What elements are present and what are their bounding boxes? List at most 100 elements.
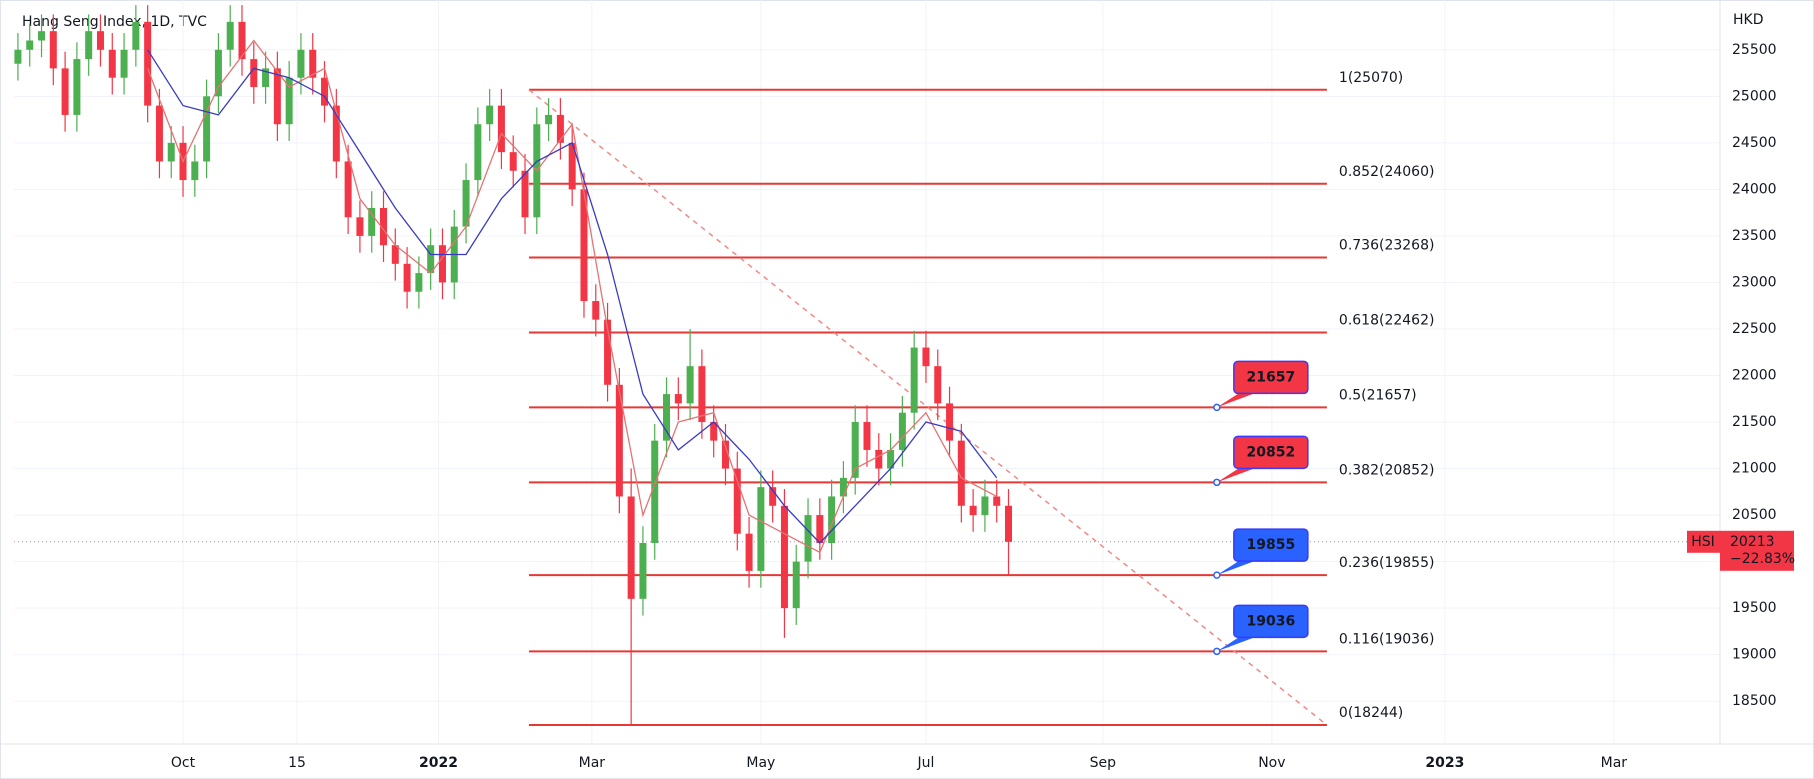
- y-tick-label: 24500: [1732, 135, 1777, 151]
- symbol-label: HSI: [1691, 534, 1715, 550]
- candle-body: [497, 105, 505, 153]
- last-price: 20213: [1730, 534, 1775, 550]
- y-tick-label: 21500: [1732, 414, 1777, 430]
- candle-body: [273, 68, 281, 125]
- fib-label: 0.236(19855): [1339, 555, 1435, 571]
- candle-body: [356, 217, 364, 236]
- currency-label: HKD: [1733, 12, 1764, 28]
- callout-label: 19036: [1246, 613, 1295, 629]
- candle-body: [580, 189, 588, 302]
- x-tick-label: Nov: [1258, 755, 1285, 771]
- y-tick-label: 23000: [1732, 274, 1777, 290]
- callout-anchor: [1213, 647, 1221, 656]
- x-tick-label: Oct: [171, 755, 196, 771]
- candle-body: [144, 21, 152, 106]
- candle-body: [875, 449, 883, 469]
- fib-label: 1(25070): [1339, 70, 1403, 86]
- y-tick-label: 20500: [1732, 507, 1777, 523]
- candle-body: [556, 114, 564, 143]
- callout-pointer: [1216, 559, 1260, 576]
- candle-body: [792, 561, 800, 609]
- chart-title: Hang Seng Index, 1D, TVC: [22, 14, 207, 30]
- candle-body: [769, 487, 777, 506]
- candle-body: [285, 77, 293, 125]
- candle-body: [745, 533, 753, 571]
- candle-body: [828, 496, 836, 543]
- candle-body: [214, 49, 222, 97]
- candle-body: [674, 394, 682, 404]
- candle-body: [757, 487, 765, 571]
- candle-body: [486, 105, 494, 125]
- candle-body: [155, 105, 163, 162]
- candle-body: [403, 263, 411, 292]
- candle-body: [238, 21, 246, 60]
- candle-body: [344, 161, 352, 218]
- candle-body: [721, 440, 729, 469]
- y-tick-label: 21000: [1732, 461, 1777, 477]
- candle-body: [946, 403, 954, 441]
- candle-body: [380, 207, 388, 246]
- candle-body: [38, 31, 46, 41]
- y-tick-label: 22500: [1732, 321, 1777, 337]
- candle-body: [108, 49, 116, 78]
- x-tick-label: Mar: [579, 755, 606, 771]
- candle-body: [663, 394, 671, 441]
- callout-box: [1233, 360, 1309, 395]
- fib-label: 0.5(21657): [1339, 387, 1417, 403]
- ma-line: [147, 49, 998, 544]
- callout-anchor: [1213, 478, 1221, 487]
- candle-body: [85, 31, 93, 60]
- callout-pointer: [1216, 391, 1260, 408]
- callout-label: 21657: [1246, 369, 1295, 385]
- candle-body: [191, 161, 199, 181]
- candle-body: [474, 124, 482, 181]
- candle-body: [262, 68, 270, 88]
- candle-body: [615, 384, 623, 497]
- candle-body: [368, 207, 376, 236]
- y-tick-label: 18500: [1732, 693, 1777, 709]
- callout-label: 19855: [1246, 537, 1295, 553]
- candle-body: [698, 366, 706, 423]
- callout-pointer: [1216, 466, 1260, 483]
- callout-box: [1233, 528, 1309, 562]
- candle-body: [957, 440, 965, 506]
- candle-body: [509, 152, 517, 171]
- candle-body: [309, 49, 317, 78]
- candle-body: [981, 496, 989, 516]
- candle-body: [568, 142, 576, 190]
- candle-body: [49, 31, 57, 69]
- y-tick-label: 19500: [1732, 600, 1777, 616]
- candle-body: [863, 422, 871, 450]
- candle-body: [922, 347, 930, 367]
- candle-body: [733, 468, 741, 534]
- candle-body: [592, 301, 600, 320]
- candle-body: [639, 542, 647, 599]
- candle-body: [14, 49, 22, 64]
- ma-line: [147, 39, 998, 554]
- candle-body: [521, 170, 529, 218]
- candle-body: [427, 245, 435, 274]
- callout-anchor: [1213, 571, 1221, 579]
- candle-body: [804, 515, 812, 562]
- x-tick-label: Jul: [917, 755, 935, 771]
- candle-body: [686, 366, 694, 404]
- symbol-badge: [1687, 530, 1720, 553]
- candle-body: [120, 49, 128, 78]
- candle-body: [627, 496, 635, 599]
- callout-anchor: [1213, 403, 1221, 412]
- candle-body: [969, 505, 977, 516]
- candle-body: [780, 505, 788, 609]
- x-tick-label: 2022: [419, 755, 458, 771]
- candle-body: [910, 347, 918, 413]
- callout-box: [1233, 604, 1309, 639]
- y-tick-label: 25500: [1732, 42, 1777, 58]
- fib-label: 0.736(23268): [1339, 237, 1435, 253]
- candle-body: [332, 105, 340, 162]
- x-tick-label: May: [746, 755, 775, 771]
- candle-body: [710, 422, 718, 441]
- candle-body: [898, 412, 906, 450]
- candle-body: [226, 21, 234, 50]
- y-tick-label: 25000: [1732, 88, 1777, 104]
- fib-label: 0.382(20852): [1339, 462, 1435, 478]
- candle-body: [415, 273, 423, 292]
